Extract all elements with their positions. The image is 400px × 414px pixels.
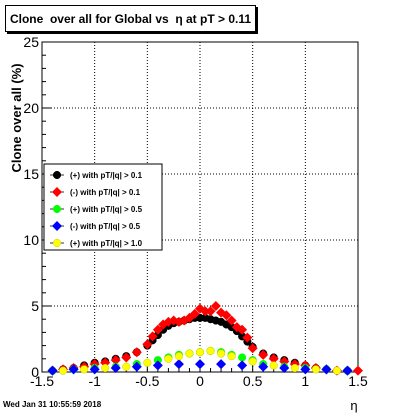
x-tick-label: 0 bbox=[196, 373, 204, 389]
data-point bbox=[174, 352, 183, 361]
legend-marker bbox=[52, 221, 62, 231]
data-point bbox=[143, 358, 152, 367]
data-point bbox=[68, 364, 79, 375]
data-point bbox=[205, 306, 216, 317]
data-point bbox=[185, 349, 194, 358]
data-point bbox=[342, 365, 353, 376]
legend-marker bbox=[52, 204, 62, 214]
data-point bbox=[110, 355, 121, 366]
data-point bbox=[258, 349, 269, 360]
y-tick-label: 15 bbox=[23, 166, 39, 182]
data-point bbox=[290, 363, 299, 373]
data-point bbox=[300, 364, 311, 375]
data-point bbox=[195, 359, 205, 370]
data-point bbox=[152, 360, 163, 371]
data-point bbox=[47, 365, 58, 376]
data-point bbox=[227, 352, 236, 361]
data-point bbox=[189, 308, 200, 319]
data-point bbox=[210, 301, 221, 311]
y-tick-label: 25 bbox=[23, 34, 39, 50]
data-point bbox=[311, 365, 320, 374]
x-tick-label: 1 bbox=[301, 373, 309, 389]
y-tick-label: 20 bbox=[23, 100, 39, 116]
legend-marker bbox=[52, 170, 62, 180]
data-series bbox=[47, 301, 363, 376]
series-3 bbox=[47, 359, 353, 376]
y-tick-labels: 0 5 10 15 20 25 bbox=[23, 34, 39, 380]
data-point bbox=[353, 365, 363, 376]
data-point bbox=[173, 359, 184, 370]
data-point bbox=[216, 359, 227, 370]
data-point bbox=[217, 349, 226, 358]
data-point bbox=[89, 364, 100, 375]
legend-label: (+) with pT/|q| > 1.0 bbox=[70, 239, 143, 248]
legend-entry: (+) with pT/|q| > 0.1 bbox=[50, 170, 143, 180]
data-point bbox=[237, 324, 248, 335]
data-point bbox=[122, 362, 131, 371]
x-tick-labels: -1.5 -1 -0.5 0 0.5 1 1.5 bbox=[30, 373, 368, 389]
legend-label: (+) with pT/|q| > 0.1 bbox=[70, 171, 143, 180]
data-point bbox=[195, 348, 205, 357]
data-point bbox=[237, 360, 248, 371]
legend-marker bbox=[52, 187, 62, 197]
legend-entry: (-) with pT/|q| > 0.1 bbox=[50, 187, 141, 197]
y-axis-label: Clone over all (%) bbox=[9, 63, 24, 172]
legend-label: (-) with pT/|q| > 0.5 bbox=[70, 222, 141, 231]
data-point bbox=[226, 315, 237, 326]
series-4 bbox=[59, 346, 341, 375]
data-point bbox=[247, 343, 258, 354]
data-point bbox=[121, 352, 132, 363]
data-point bbox=[147, 331, 158, 342]
data-point bbox=[221, 310, 232, 321]
data-point bbox=[242, 332, 253, 343]
data-point bbox=[142, 339, 153, 350]
legend: (+) with pT/|q| > 0.1 (-) with pT/|q| > 0… bbox=[43, 163, 163, 251]
data-point bbox=[321, 364, 332, 375]
data-point bbox=[268, 353, 279, 364]
data-point bbox=[59, 366, 68, 375]
data-point bbox=[206, 346, 215, 355]
x-tick-label: -1 bbox=[88, 373, 101, 389]
chart-title: Clone over all for Global vs η at pT > 0… bbox=[5, 5, 256, 32]
legend-marker bbox=[52, 238, 62, 248]
legend-entry: (-) with pT/|q| > 0.5 bbox=[50, 221, 141, 231]
data-point bbox=[164, 354, 173, 363]
y-tick-label: 5 bbox=[31, 298, 39, 314]
legend-label: (-) with pT/|q| > 0.1 bbox=[70, 188, 141, 197]
x-axis-label: η bbox=[350, 398, 357, 413]
x-tick-label: 1.5 bbox=[348, 373, 368, 389]
data-point bbox=[279, 363, 290, 374]
data-point bbox=[131, 347, 142, 358]
y-tick-label: 0 bbox=[31, 364, 39, 380]
data-point bbox=[152, 324, 163, 335]
data-point bbox=[110, 363, 121, 374]
timestamp: Wed Jan 31 10:55:59 2018 bbox=[3, 400, 102, 409]
data-point bbox=[131, 361, 142, 372]
data-point bbox=[332, 366, 341, 375]
data-point bbox=[248, 357, 257, 366]
legend-entry: (+) with pT/|q| > 1.0 bbox=[50, 238, 143, 248]
data-point bbox=[269, 361, 278, 370]
legend-label: (+) with pT/|q| > 0.5 bbox=[70, 205, 143, 214]
data-point bbox=[258, 361, 269, 372]
x-tick-label: -1.5 bbox=[30, 373, 54, 389]
legend-box bbox=[43, 163, 163, 251]
data-point bbox=[200, 306, 211, 317]
x-tick-label: 0.5 bbox=[243, 373, 263, 389]
legend-entry: (+) with pT/|q| > 0.5 bbox=[50, 204, 143, 214]
y-tick-label: 10 bbox=[23, 232, 39, 248]
x-tick-label: -0.5 bbox=[135, 373, 159, 389]
data-point bbox=[101, 363, 110, 373]
data-point bbox=[238, 353, 247, 362]
data-point bbox=[80, 365, 89, 374]
